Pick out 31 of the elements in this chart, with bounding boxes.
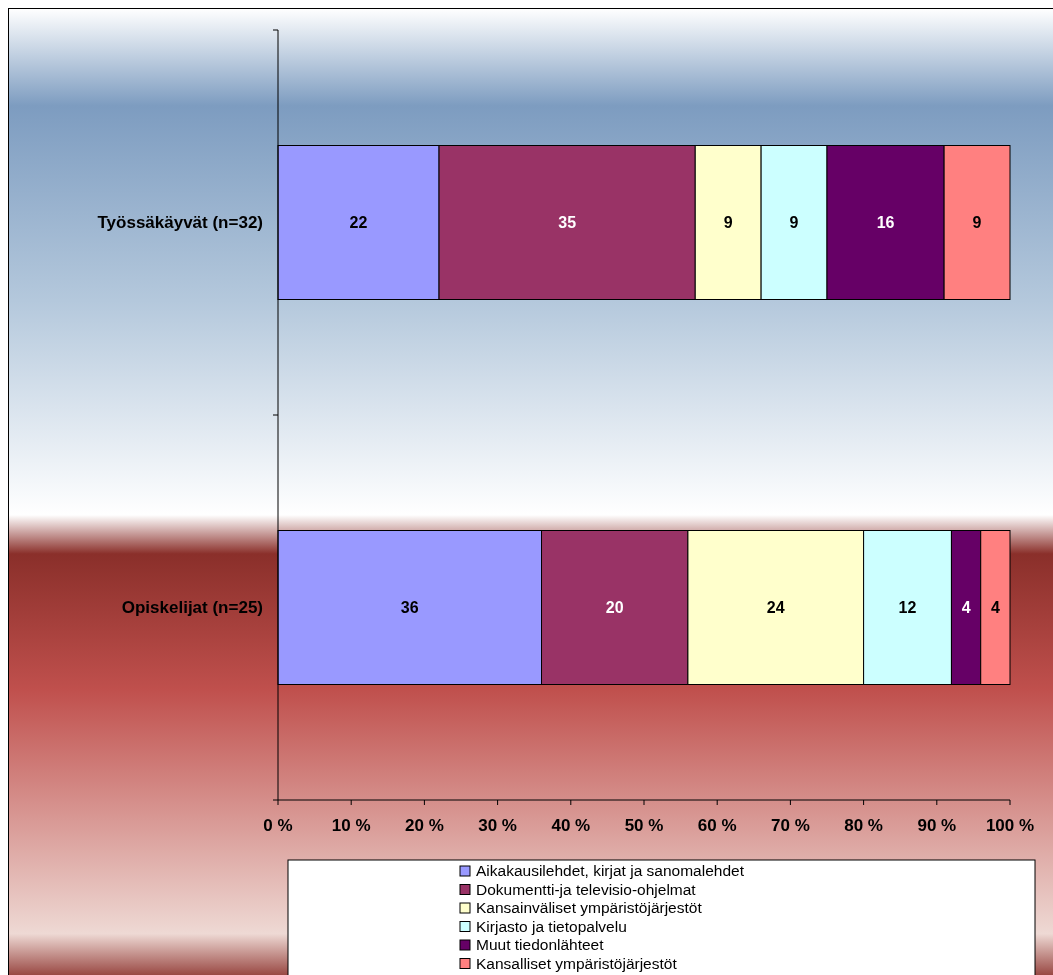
x-tick-label: 20 % — [405, 816, 444, 835]
data-label: 9 — [789, 214, 799, 232]
x-tick-label: 10 % — [331, 816, 371, 835]
data-label: 9 — [723, 214, 733, 232]
x-tick-label: 30 % — [478, 816, 517, 835]
data-label: 16 — [876, 214, 895, 232]
legend-label: Kirjasto ja tietopalvelu — [476, 917, 627, 935]
x-tick-label: 70 % — [771, 816, 810, 835]
legend-label: Muut tiedonlähteet — [476, 936, 605, 954]
y-tick-label: Opiskelijat (n=25) — [121, 598, 263, 618]
data-label: 22 — [349, 214, 368, 232]
data-label: 12 — [898, 599, 917, 617]
x-tick-label: 40 % — [551, 816, 591, 835]
data-label: 24 — [766, 599, 785, 617]
x-tick-label: 80 % — [844, 816, 883, 835]
y-tick-label: Työssäkäyvät (n=32) — [97, 213, 263, 233]
x-tick-label: 50 % — [624, 816, 664, 835]
data-label: 9 — [972, 214, 982, 232]
legend-label: Kansainväliset ympäristöjärjestöt — [476, 899, 703, 917]
data-label: 4 — [990, 599, 1000, 617]
x-tick-label: 60 % — [697, 816, 737, 835]
legend-label: Dokumentti-ja televisio-ohjelmat — [476, 880, 697, 898]
data-label: 35 — [558, 214, 577, 232]
x-tick-label: 0 % — [263, 816, 293, 835]
x-tick-label: 100 % — [985, 816, 1035, 835]
x-tick-label: 90 % — [917, 816, 957, 835]
data-label: 4 — [961, 599, 971, 617]
data-label: 36 — [400, 599, 419, 617]
data-label: 20 — [605, 599, 624, 617]
legend-label: Kansalliset ympäristöjärjestöt — [476, 954, 678, 972]
legend-label: Aikakausilehdet, kirjat ja sanomalehdet — [476, 862, 745, 880]
